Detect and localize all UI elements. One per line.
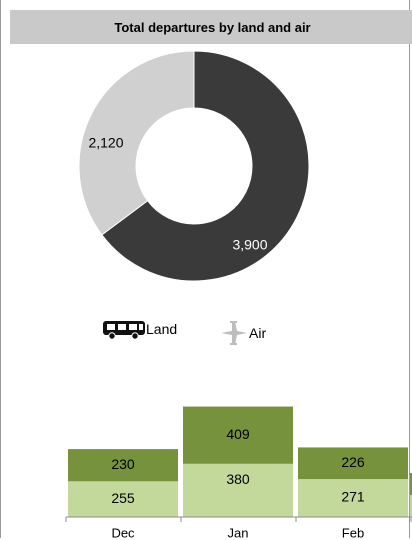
donut-legend: Land Air (0, 318, 412, 348)
bar-label-feb-2: 226 (341, 454, 365, 470)
bar-feb-segment-1 (298, 479, 408, 517)
bar-dec-segment-2 (68, 449, 178, 482)
bus-icon (103, 321, 145, 340)
bar-label-dec-2: 230 (111, 456, 135, 472)
donut-chart: 3,900 2,120 (78, 50, 310, 282)
airplane-icon (221, 321, 247, 345)
legend-label-land: Land (146, 321, 178, 337)
bar-jan-segment-2 (183, 406, 293, 464)
donut-label-land: 3,900 (232, 237, 267, 253)
category-label-feb: Feb (342, 525, 364, 540)
chart-title-bar: Total departures by land and air (10, 10, 412, 44)
bar-feb-segment-2 (298, 447, 408, 480)
legend-item-land: Land (102, 318, 177, 340)
stacked-bar-chart: 255 230 Dec 380 409 Jan 271 226 Feb (65, 406, 412, 540)
legend-item-air: Air (219, 318, 266, 348)
bar-partial-bottom (410, 495, 412, 517)
bar-label-jan-2: 409 (226, 426, 250, 442)
bar-dec-segment-1 (68, 481, 178, 517)
legend-label-air: Air (249, 325, 267, 341)
bar-jan-segment-1 (183, 463, 293, 517)
donut-slice-land (101, 50, 310, 282)
category-label-jan: Jan (228, 525, 249, 540)
bar-label-dec-1: 255 (111, 490, 135, 506)
bar-label-feb-1: 271 (341, 489, 365, 505)
bar-partial-top (410, 473, 412, 495)
donut-slice-air (78, 50, 195, 236)
chart-title: Total departures by land and air (114, 19, 311, 35)
bar-label-jan-1: 380 (226, 471, 250, 487)
category-label-dec: Dec (111, 525, 135, 540)
donut-label-air: 2,120 (88, 135, 123, 151)
